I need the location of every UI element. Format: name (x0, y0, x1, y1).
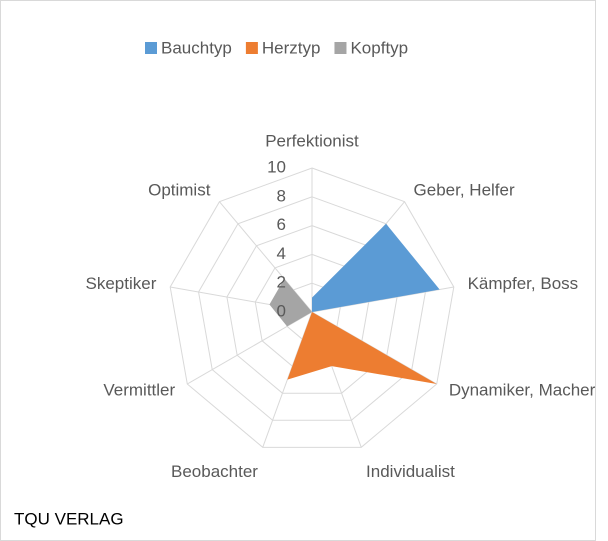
legend-label: Bauchtyp (161, 38, 232, 57)
legend-swatch (334, 42, 347, 54)
category-label: Beobachter (171, 462, 258, 481)
r-tick-label: 10 (267, 157, 286, 176)
grid-ring (169, 167, 455, 448)
category-label: Perfektionist (265, 131, 359, 150)
r-tick-label: 6 (277, 215, 286, 234)
legend-label: Herztyp (262, 38, 321, 57)
series-area (312, 223, 440, 312)
r-tick-label: 8 (277, 186, 286, 205)
r-tick-label: 0 (277, 301, 286, 320)
r-tick-label: 4 (277, 244, 286, 263)
category-label: Geber, Helfer (414, 180, 515, 199)
series-area (287, 312, 437, 384)
legend-label: Kopftyp (350, 38, 408, 57)
legend-swatch (245, 42, 258, 54)
category-label: Individualist (366, 462, 455, 481)
spoke (219, 201, 313, 313)
category-label: Optimist (148, 180, 211, 199)
spoke (187, 311, 313, 385)
legend-swatch (145, 42, 157, 54)
series-area (269, 278, 312, 327)
category-label: Vermittler (103, 380, 175, 399)
category-label: Skeptiker (86, 274, 157, 293)
category-label: Kämpfer, Boss (468, 274, 579, 293)
category-label: Dynamiker, Macher (449, 380, 596, 399)
r-tick-label: 2 (277, 273, 286, 292)
footer: TQU VERLAG (14, 509, 124, 528)
